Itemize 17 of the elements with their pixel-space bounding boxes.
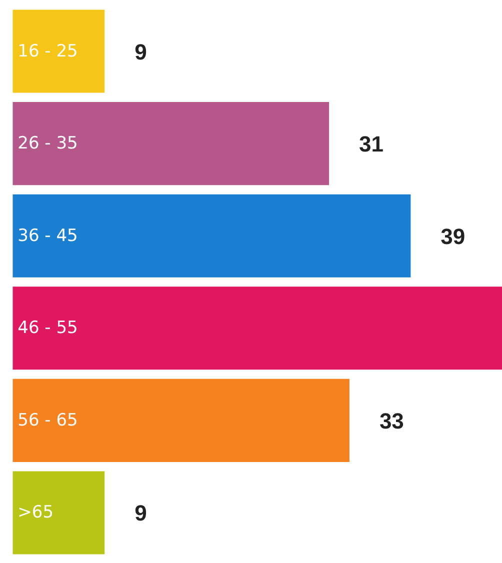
bar [12, 102, 330, 186]
y-tick-label: 26 - 35 [18, 134, 78, 154]
y-tick-label: 56 - 65 [18, 410, 78, 430]
bar [12, 286, 502, 370]
data-label: 33 [379, 408, 404, 434]
bar [12, 10, 105, 93]
y-tick-label: >65 [18, 502, 54, 523]
bar [12, 471, 105, 554]
bar [12, 378, 350, 462]
y-tick-label: 46 - 55 [18, 318, 78, 338]
y-tick-label: 36 - 45 [18, 226, 78, 246]
data-label: 39 [440, 224, 466, 249]
data-label: 9 [134, 39, 147, 64]
data-label: 31 [359, 132, 384, 157]
y-tick-label: 16 - 25 [18, 41, 78, 62]
data-label: 9 [134, 500, 147, 526]
bar [12, 194, 411, 278]
